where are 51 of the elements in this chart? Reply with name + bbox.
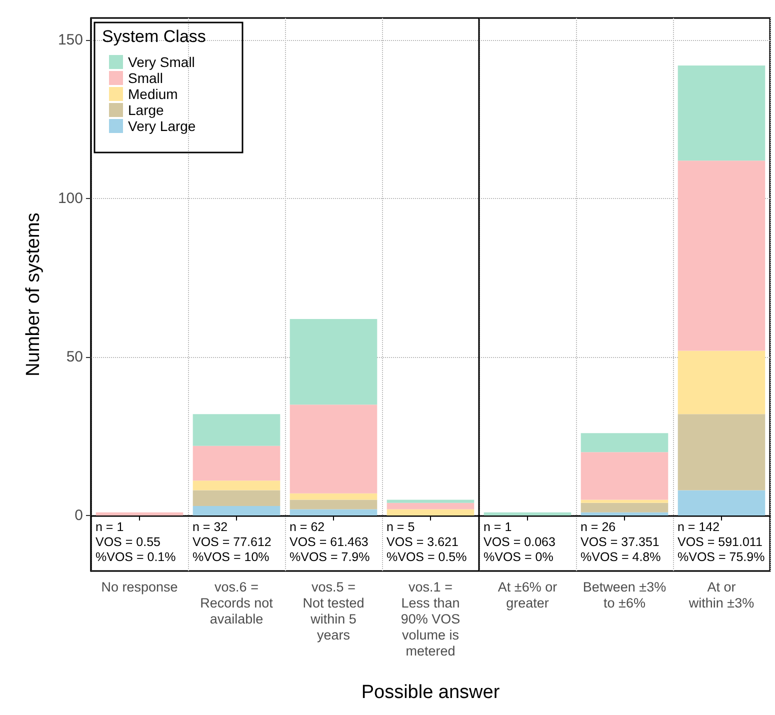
bar [580, 500, 668, 503]
bar [678, 490, 766, 516]
bar [290, 509, 378, 516]
y-tick-label: 100 [58, 190, 83, 208]
bar [386, 502, 474, 510]
y-axis-title: Number of systems [23, 212, 44, 376]
x-tick-label: vos.6 = Records not available [200, 580, 274, 626]
bar [290, 500, 378, 510]
annotation: n = 26 VOS = 37.351 %VOS = 4.8% [580, 520, 661, 564]
bar [192, 506, 280, 516]
bar [386, 509, 474, 516]
bar [290, 493, 378, 500]
bar [678, 414, 766, 490]
x-tick-label: vos.1 = Less than 90% VOS volume is metered [400, 580, 460, 658]
y-tick-label: 0 [74, 507, 83, 524]
x-tick-label: No response [101, 580, 178, 594]
y-tick-label: 150 [58, 32, 83, 49]
legend-label: Small [128, 70, 164, 86]
x-tick-label: At or within ±3% [688, 580, 754, 610]
y-tick-label: 50 [66, 348, 83, 366]
x-tick-label: At ±6% or greater [498, 580, 558, 610]
bar [386, 500, 474, 503]
annotation: n = 62 VOS = 61.463 %VOS = 7.9% [290, 520, 370, 564]
annotation: n = 32 VOS = 77.612 %VOS = 10% [192, 520, 272, 564]
legend-label: Medium [128, 86, 178, 102]
legend-label: Large [128, 102, 164, 118]
annotation: n = 1 VOS = 0.063 %VOS = 0% [484, 520, 556, 564]
annotation: n = 1 VOS = 0.55 %VOS = 0.1% [96, 520, 176, 564]
x-tick-label: vos.5 = Not tested within 5 years [302, 580, 364, 642]
x-tick-label: Between ±3% to ±6% [582, 580, 666, 610]
bar [678, 160, 766, 351]
bar [96, 512, 184, 516]
bar [580, 433, 668, 452]
bar [192, 414, 280, 446]
bar [192, 490, 280, 506]
bar [484, 512, 572, 516]
bar [678, 66, 766, 161]
annotation: n = 5 VOS = 3.621 %VOS = 0.5% [386, 520, 467, 564]
annotation: n = 142 VOS = 591.011 %VOS = 75.9% [678, 520, 765, 564]
bar [290, 319, 378, 405]
bar [580, 452, 668, 500]
bar [192, 446, 280, 481]
legend-label: Very Large [128, 118, 196, 134]
legend-title: System Class [102, 27, 206, 46]
bar [580, 502, 668, 512]
x-axis-title: Possible answer [361, 682, 500, 703]
bar [290, 404, 378, 494]
bar [192, 480, 280, 490]
bar [678, 350, 766, 414]
legend-label: Very Small [128, 54, 195, 70]
bar [580, 512, 668, 516]
